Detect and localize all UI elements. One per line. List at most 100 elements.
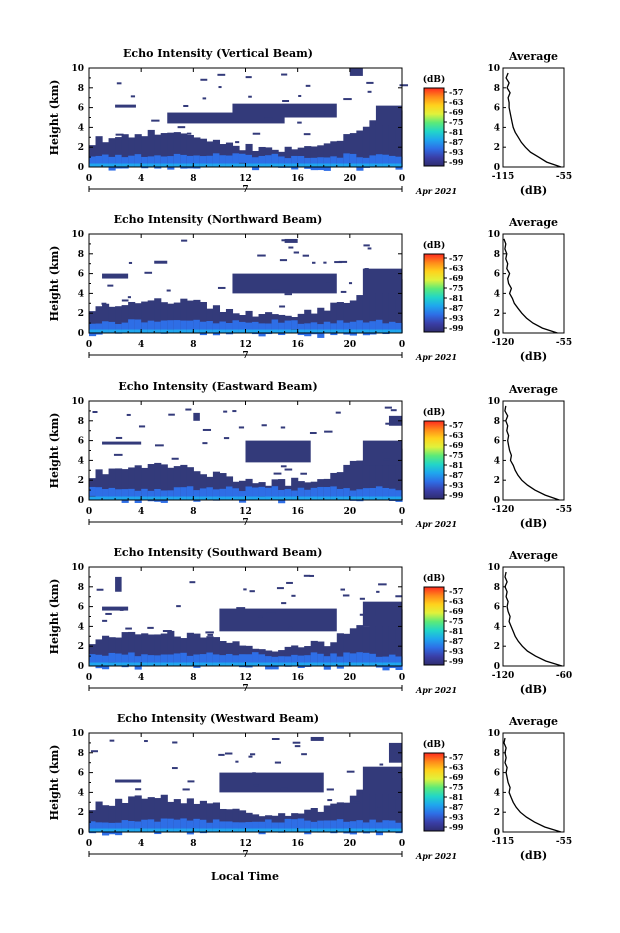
echo-speck: [338, 260, 348, 263]
echo-cell: [102, 805, 110, 832]
echo-speck: [367, 247, 372, 250]
echo-cell: [395, 279, 403, 333]
echo-cell: [141, 654, 149, 665]
echo-cell: [154, 798, 162, 832]
x-tick-label: 0: [86, 673, 92, 683]
echo-cell: [375, 289, 384, 333]
echo-cell: [284, 320, 292, 331]
echo-cell: [160, 794, 168, 832]
echo-cell: [219, 608, 337, 632]
echo-cell: [180, 818, 188, 832]
echo-cell: [102, 163, 110, 167]
echo-cell: [297, 818, 305, 832]
echo-cell: [291, 320, 299, 330]
echo-speck: [315, 113, 325, 116]
profile-y-tick-label: 0: [494, 329, 500, 339]
echo-cell: [154, 462, 162, 500]
echo-cell: [141, 496, 149, 500]
echo-cell: [128, 329, 136, 333]
echo-cell: [225, 322, 234, 335]
echo-cell: [173, 153, 181, 166]
echo-cell: [232, 329, 240, 333]
echo-cell: [147, 163, 155, 167]
echo-cell: [323, 496, 331, 500]
echo-cell: [102, 321, 110, 331]
profile-y-tick-label: 10: [487, 563, 500, 573]
x-tick-label: 12: [239, 507, 252, 517]
echo-speck: [96, 588, 104, 591]
echo-speck: [182, 788, 190, 791]
echo-cell: [317, 653, 325, 665]
colorbar-label: -69: [449, 107, 464, 117]
echo-speck: [312, 261, 316, 264]
echo-cell: [297, 655, 305, 669]
echo-cell: [336, 488, 344, 499]
echo-speck: [382, 451, 387, 454]
colorbar-unit: (dB): [423, 407, 445, 418]
echo-cell: [102, 441, 142, 445]
echo-cell: [265, 155, 273, 167]
echo-cell: [95, 822, 103, 833]
echo-cell: [336, 329, 344, 333]
echo-cell: [343, 828, 351, 832]
echo-cell: [382, 163, 390, 167]
panel-title: Echo Intensity (Vertical Beam): [123, 47, 313, 60]
echo-cell: [310, 662, 318, 666]
x-tick-label: 0: [86, 174, 92, 184]
echo-speck: [207, 633, 214, 636]
echo-cell: [180, 464, 188, 500]
colorbar-label: -99: [449, 323, 464, 333]
echo-cell: [206, 662, 214, 666]
echo-speck: [395, 595, 403, 598]
echo-cell: [108, 487, 116, 501]
echo-cell: [258, 828, 266, 832]
profile-y-tick-label: 4: [494, 289, 500, 299]
echo-speck: [109, 739, 115, 742]
profile-x-label: (dB): [520, 683, 547, 696]
echo-speck: [144, 740, 148, 743]
echo-cell: [128, 631, 136, 666]
echo-cell: [356, 130, 364, 167]
panel-title: Echo Intensity (Southward Beam): [114, 546, 323, 559]
echo-cell: [219, 828, 227, 832]
echo-cell: [258, 486, 266, 497]
x-tick-label: 8: [190, 174, 196, 184]
echo-cell: [147, 634, 155, 666]
echo-cell: [134, 465, 142, 500]
profile-frame: [502, 732, 565, 833]
echo-cell: [134, 828, 142, 832]
echo-cell: [128, 163, 136, 167]
profile-frame: [502, 233, 565, 334]
echo-cell: [141, 798, 149, 832]
echo-cell: [245, 654, 253, 668]
echo-cell: [304, 163, 312, 167]
echo-cell: [193, 329, 201, 333]
echo-cell: [160, 828, 168, 832]
echo-cell: [271, 153, 279, 166]
x-tick-label: 8: [190, 839, 196, 849]
echo-cell: [258, 496, 266, 500]
echo-cell: [173, 819, 181, 832]
y-tick-label: 2: [78, 476, 84, 486]
echo-speck: [135, 788, 142, 791]
x-tick-label: 4: [138, 340, 144, 350]
echo-cell: [369, 828, 377, 832]
echo-cell: [343, 134, 351, 167]
profile-frame: [502, 67, 565, 168]
echo-cell: [186, 467, 194, 500]
echo-cell: [225, 486, 234, 498]
echo-cell: [173, 132, 181, 167]
echo-cell: [375, 621, 384, 666]
echo-cell: [160, 320, 168, 334]
echo-cell: [102, 273, 129, 279]
echo-cell: [356, 625, 364, 666]
echo-cell: [115, 779, 142, 783]
echo-cell: [206, 636, 214, 666]
echo-cell: [108, 329, 116, 333]
echo-cell: [128, 796, 136, 832]
colorbar-label: -63: [449, 762, 464, 772]
echo-cell: [271, 329, 279, 333]
echo-speck: [213, 113, 217, 116]
echo-cell: [134, 662, 142, 666]
echo-cell: [375, 662, 384, 666]
